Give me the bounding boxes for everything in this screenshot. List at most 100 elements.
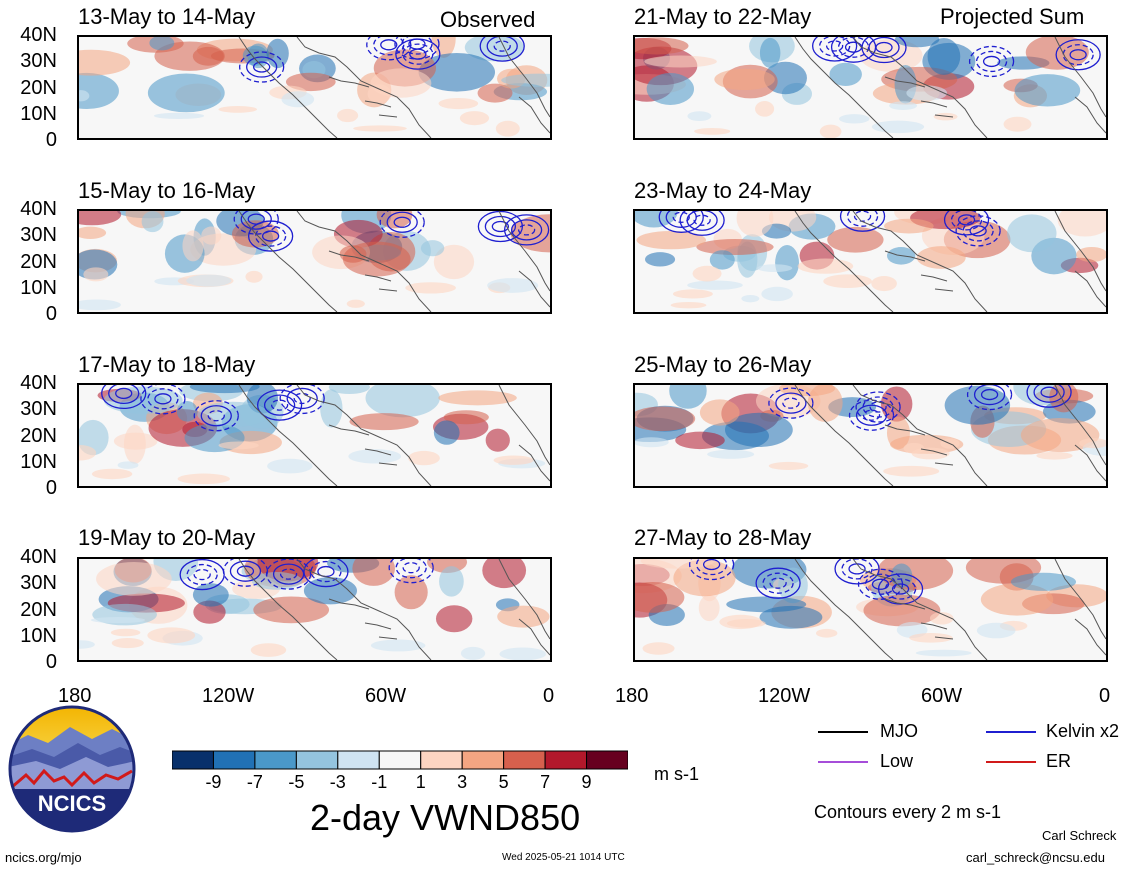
anomaly-map (635, 211, 1106, 312)
anomaly-map (79, 37, 550, 138)
colorbar-swatch (586, 750, 628, 770)
colorbar-swatch (172, 750, 214, 770)
legend-line-mjo (818, 731, 868, 733)
lat-label: 20N (20, 424, 57, 447)
lon-label-60w-right: 60W (921, 685, 963, 707)
footer-timestamp: Wed 2025-05-21 1014 UTC (502, 852, 625, 863)
anomaly-shading (79, 37, 550, 137)
colorbar-tick-label: 9 (581, 772, 592, 792)
colorbar-tick-label: 7 (540, 772, 551, 792)
footer-email: carl_schreck@ncsu.edu (966, 850, 1105, 865)
map-panel-right-3 (633, 383, 1108, 488)
coastlines (238, 559, 550, 660)
lat-label: 10N (20, 450, 57, 473)
lat-label: 40N (20, 24, 57, 46)
anomaly-shading (635, 211, 1106, 309)
colorbar-units: m s-1 (654, 764, 699, 784)
colorbar-title: 2-day VWND850 (310, 797, 581, 838)
footer-url: ncics.org/mjo (5, 850, 82, 865)
lat-label: 10N (20, 276, 57, 299)
lat-label: 30N (20, 398, 57, 421)
colorbar-tick-label: 3 (457, 772, 468, 792)
kelvin-contours (233, 211, 550, 252)
lon-label-120w-left: 120W (202, 685, 255, 707)
lat-label: 20N (20, 598, 57, 621)
map-panel-left-1 (77, 35, 552, 140)
map-panel-left-4 (77, 557, 552, 662)
coastlines (238, 37, 550, 138)
colorbar-tick-label: -1 (371, 772, 388, 792)
lat-label: 0 (45, 303, 57, 325)
colorbar-swatch (254, 750, 297, 770)
map-panel-right-1 (633, 35, 1108, 140)
colorbar-swatch (503, 750, 546, 770)
colorbar-swatch (378, 750, 422, 770)
coastlines (238, 385, 550, 486)
lat-label: 20N (20, 250, 57, 273)
lon-label-60w-left: 60W (365, 685, 407, 707)
legend-label-kelvin: Kelvin x2 (1046, 721, 1120, 741)
lat-label: 0 (45, 129, 57, 151)
legend-label-er: ER (1046, 751, 1072, 771)
anomaly-map (635, 37, 1106, 138)
panel-title-left-3: 17-May to 18-May (78, 352, 256, 377)
lon-label-0-right: 0 (1099, 685, 1111, 707)
lat-label: 30N (20, 572, 57, 595)
legend-label-low: Low (880, 751, 914, 771)
colorbar-tick-label: -3 (329, 772, 346, 792)
lon-label-180-right: 180 (615, 685, 649, 707)
lat-label: 40N (20, 198, 57, 220)
footer-author: Carl Schreck (1042, 828, 1117, 843)
lat-label: 30N (20, 224, 57, 247)
coastlines (794, 559, 1106, 660)
panel-title-left-2: 15-May to 16-May (78, 178, 256, 203)
anomaly-map (79, 559, 550, 660)
map-panel-left-3 (77, 383, 552, 488)
legend-label-mjo: MJO (880, 721, 918, 741)
contour-note: Contours every 2 m s-1 (814, 802, 1002, 822)
lat-label: 30N (20, 50, 57, 73)
anomaly-shading (79, 559, 550, 660)
colorbar-tick-label: -9 (205, 772, 222, 792)
colorbar-tick-label: 1 (415, 772, 426, 792)
projected-sum-label: Projected Sum (940, 4, 1085, 29)
colorbar-swatch (337, 750, 380, 770)
map-panel-left-2 (77, 209, 552, 314)
colorbar-swatch (461, 750, 505, 770)
map-panel-right-4 (633, 557, 1108, 662)
ncics-logo: NCICS (8, 705, 136, 833)
lon-label-0-left: 0 (543, 685, 555, 707)
lon-label-180-left: 180 (58, 685, 92, 707)
anomaly-map (635, 559, 1106, 660)
kelvin-contours (239, 37, 525, 83)
colorbar-tick-label: -5 (288, 772, 305, 792)
ncics-logo-text: NCICS (38, 791, 106, 816)
legend-line-low (818, 761, 868, 763)
colorbar-swatch (295, 750, 339, 770)
kelvin-contours (179, 559, 434, 591)
coastlines (794, 37, 1106, 138)
kelvin-contours (101, 385, 325, 432)
colorbar-swatch (212, 750, 256, 770)
observed-label: Observed (440, 7, 536, 32)
lat-label: 20N (20, 76, 57, 99)
anomaly-map (79, 385, 550, 486)
panel-title-right-3: 25-May to 26-May (634, 352, 812, 377)
lat-label: 40N (20, 372, 57, 394)
anomaly-map (79, 211, 550, 312)
colorbar-tick-label: -7 (246, 772, 263, 792)
panel-title-right-1: 21-May to 22-May (634, 4, 812, 29)
panel-title-left-1: 13-May to 14-May (78, 4, 256, 29)
lat-label: 10N (20, 624, 57, 647)
lat-label: 40N (20, 546, 57, 568)
coastlines (794, 211, 1106, 312)
colorbar (172, 750, 628, 770)
colorbar-swatch (544, 750, 588, 770)
coastlines (238, 211, 550, 312)
legend-line-er (986, 761, 1036, 763)
map-panel-right-2 (633, 209, 1108, 314)
lat-label: 10N (20, 102, 57, 125)
lat-label: 0 (45, 477, 57, 499)
panel-title-right-2: 23-May to 24-May (634, 178, 812, 203)
panel-title-left-4: 19-May to 20-May (78, 525, 256, 550)
